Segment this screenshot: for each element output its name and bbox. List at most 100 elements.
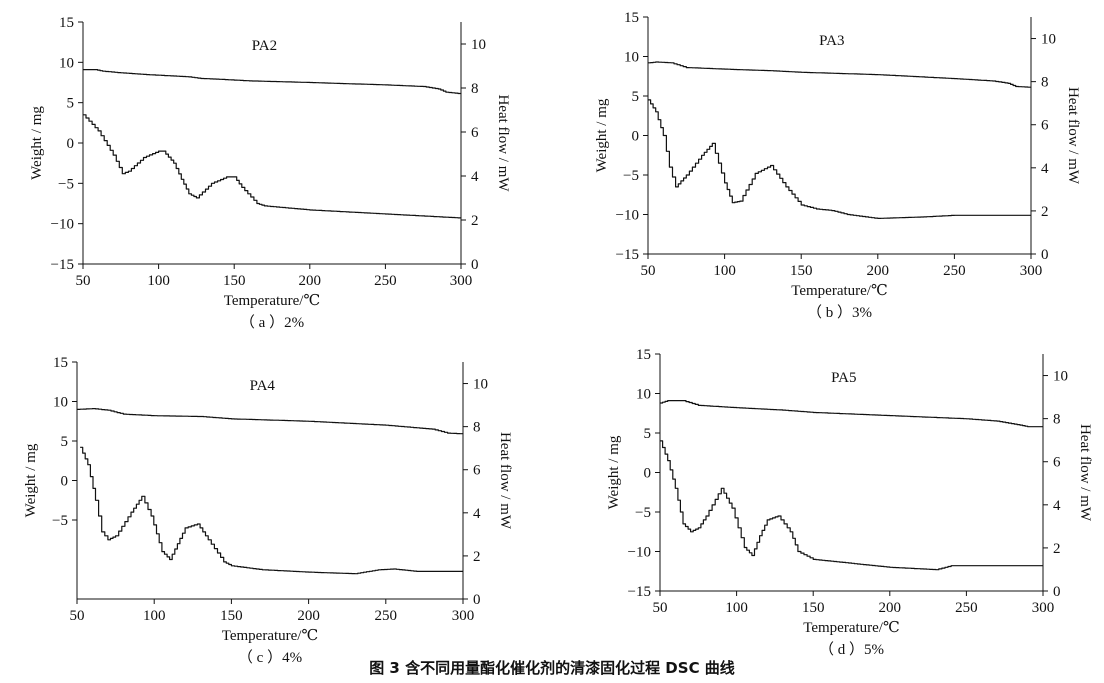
y-left-tick-label: −5 bbox=[52, 513, 68, 529]
series-line-2 bbox=[660, 440, 1043, 571]
y-right-tick-label: 0 bbox=[1053, 584, 1061, 600]
y-right-tick-label: 2 bbox=[1041, 204, 1049, 220]
y-right-axis-label: Heat flow / mW bbox=[495, 94, 511, 192]
x-tick-label: 150 bbox=[220, 608, 243, 624]
y-left-tick-label: 15 bbox=[53, 355, 68, 371]
y-left-tick-label: 5 bbox=[61, 434, 69, 450]
y-left-tick-label: 5 bbox=[644, 426, 652, 442]
x-tick-label: 150 bbox=[790, 263, 813, 279]
x-tick-label: 250 bbox=[943, 263, 966, 279]
y-left-tick-label: 0 bbox=[644, 466, 652, 482]
chart-panel-1: 50 100 150 200 250 300−15−10−50510150246810PA… bbox=[29, 15, 511, 331]
y-right-tick-label: 0 bbox=[1041, 247, 1049, 263]
x-tick-label: 300 bbox=[452, 608, 475, 624]
y-right-tick-label: 6 bbox=[1041, 118, 1049, 134]
y-right-tick-label: 4 bbox=[1053, 498, 1061, 514]
y-right-tick-label: 6 bbox=[471, 125, 479, 141]
y-left-axis-label: Weight / mg bbox=[594, 98, 610, 172]
chart-title: PA3 bbox=[819, 33, 844, 49]
y-right-tick-label: 2 bbox=[1053, 541, 1061, 557]
y-right-tick-label: 6 bbox=[473, 463, 481, 479]
figure-caption: 图 3 含不同用量酯化催化剂的清漆固化过程 DSC 曲线 bbox=[369, 659, 735, 677]
x-tick-label: 100 bbox=[713, 263, 736, 279]
chart-title: PA5 bbox=[831, 370, 856, 386]
y-left-tick-label: 15 bbox=[636, 347, 651, 363]
y-left-tick-label: 15 bbox=[624, 10, 639, 26]
y-right-tick-label: 10 bbox=[473, 377, 488, 393]
x-tick-label: 200 bbox=[297, 608, 320, 624]
x-tick-label: 250 bbox=[955, 600, 978, 616]
y-right-tick-label: 2 bbox=[471, 213, 479, 229]
series-line-2 bbox=[83, 114, 462, 219]
y-left-tick-label: −5 bbox=[58, 176, 74, 192]
x-tick-label: 50 bbox=[70, 608, 85, 624]
x-tick-label: 100 bbox=[147, 273, 170, 289]
chart-panel-2: 50 100 150 200 250 300−15−10−50510150246810PA… bbox=[594, 10, 1081, 321]
chart-title: PA4 bbox=[250, 378, 276, 394]
y-right-tick-label: 4 bbox=[1041, 161, 1049, 177]
y-left-axis-label: Weight / mg bbox=[23, 443, 39, 517]
y-right-tick-label: 8 bbox=[1041, 75, 1049, 91]
chart-panel-4: 50 100 150 200 250 300−15−10−50510150246810PA… bbox=[606, 347, 1093, 658]
subfigure-label: （ c ）4% bbox=[238, 649, 302, 666]
y-right-tick-label: 10 bbox=[471, 37, 486, 53]
y-left-axis-label: Weight / mg bbox=[606, 435, 622, 509]
x-axis-label: Temperature/℃ bbox=[791, 283, 888, 299]
series-line-1 bbox=[648, 61, 1032, 88]
series-line-2 bbox=[648, 99, 1031, 219]
x-tick-label: 200 bbox=[867, 263, 890, 279]
y-left-tick-label: 5 bbox=[67, 96, 75, 112]
subfigure-label: （ d ）5% bbox=[819, 641, 884, 658]
y-left-tick-label: 0 bbox=[61, 474, 69, 490]
y-right-tick-label: 8 bbox=[473, 420, 481, 436]
x-axis-label: Temperature/℃ bbox=[803, 620, 900, 636]
y-right-axis-label: Heat flow / mW bbox=[1065, 87, 1081, 185]
y-left-tick-label: −10 bbox=[51, 217, 74, 233]
x-tick-label: 300 bbox=[450, 273, 473, 289]
series-line-1 bbox=[83, 69, 462, 95]
y-right-tick-label: 0 bbox=[471, 257, 479, 273]
x-tick-label: 300 bbox=[1032, 600, 1055, 616]
x-tick-label: 150 bbox=[223, 273, 246, 289]
x-tick-label: 200 bbox=[879, 600, 902, 616]
y-right-tick-label: 8 bbox=[1053, 412, 1061, 428]
subfigure-label: （ a ）2% bbox=[240, 314, 304, 331]
x-tick-label: 250 bbox=[374, 273, 397, 289]
x-tick-label: 100 bbox=[725, 600, 748, 616]
y-right-tick-label: 0 bbox=[473, 592, 481, 608]
series-line-2 bbox=[80, 446, 463, 575]
x-tick-label: 150 bbox=[802, 600, 825, 616]
y-left-tick-label: −10 bbox=[616, 208, 639, 224]
subfigure-label: （ b ）3% bbox=[807, 304, 872, 321]
y-left-tick-label: 15 bbox=[59, 15, 74, 31]
y-left-tick-label: −15 bbox=[51, 257, 74, 273]
x-axis-label: Temperature/℃ bbox=[222, 628, 319, 644]
y-right-tick-label: 8 bbox=[471, 81, 479, 97]
x-tick-label: 50 bbox=[76, 273, 91, 289]
x-tick-label: 50 bbox=[641, 263, 656, 279]
y-left-tick-label: −5 bbox=[635, 505, 651, 521]
y-left-tick-label: 10 bbox=[636, 387, 651, 403]
series-line-1 bbox=[660, 400, 1043, 428]
x-tick-label: 250 bbox=[375, 608, 398, 624]
y-left-tick-label: −15 bbox=[628, 584, 651, 600]
y-left-tick-label: 10 bbox=[624, 50, 639, 66]
y-left-tick-label: −5 bbox=[623, 168, 639, 184]
y-right-tick-label: 10 bbox=[1053, 369, 1068, 385]
y-left-tick-label: 10 bbox=[53, 395, 68, 411]
y-left-tick-label: 5 bbox=[632, 89, 640, 105]
x-tick-label: 200 bbox=[299, 273, 322, 289]
x-tick-label: 50 bbox=[653, 600, 668, 616]
y-left-tick-label: 0 bbox=[67, 136, 75, 152]
y-left-tick-label: 10 bbox=[59, 55, 74, 71]
chart-title: PA2 bbox=[252, 38, 277, 54]
series-line-1 bbox=[77, 408, 464, 435]
y-right-tick-label: 4 bbox=[471, 169, 479, 185]
y-right-tick-label: 10 bbox=[1041, 32, 1056, 48]
y-right-axis-label: Heat flow / mW bbox=[497, 432, 513, 530]
y-right-tick-label: 2 bbox=[473, 549, 481, 565]
y-right-tick-label: 4 bbox=[473, 506, 481, 522]
x-axis-label: Temperature/℃ bbox=[224, 293, 321, 309]
y-right-axis-label: Heat flow / mW bbox=[1077, 424, 1093, 522]
